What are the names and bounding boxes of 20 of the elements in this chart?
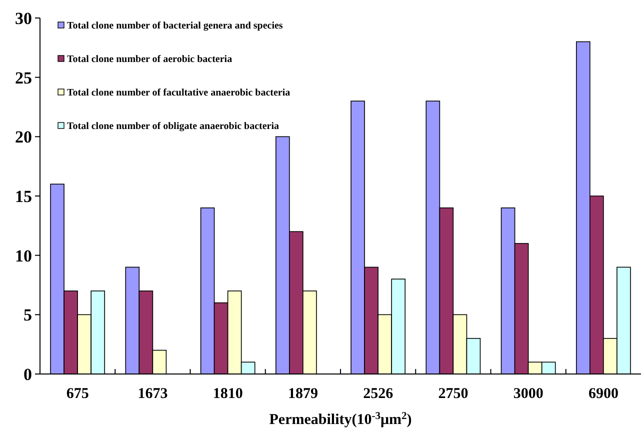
- x-tick-label: 1673: [138, 386, 168, 402]
- x-axis-title: Permeability(10$^{-3}$μm$^{2}$): [269, 410, 412, 428]
- x-tick-label: 1810: [212, 386, 243, 402]
- legend-label: Total clone number of bacterial genera and species: [67, 20, 283, 32]
- y-tick-label: 0: [24, 364, 32, 384]
- x-tick-label: 3000: [513, 386, 544, 402]
- y-tick-label: 10: [15, 246, 32, 266]
- x-tick-label: 1879: [288, 386, 318, 402]
- y-tick-label: 25: [15, 68, 32, 88]
- x-tick-label: 2526: [363, 386, 394, 402]
- y-tick-label: 15: [15, 186, 32, 206]
- y-tick-label: 5: [24, 306, 32, 325]
- y-tick-label: 20: [15, 128, 32, 147]
- x-tick-label: 675: [66, 386, 89, 402]
- x-tick-label: 2750: [438, 386, 468, 402]
- y-tick-label: 30: [15, 8, 32, 28]
- legend-label: Total clone number of aerobic bacteria: [67, 54, 232, 65]
- legend-label: Total clone number of facultative anaerobic bacteria: [67, 88, 290, 98]
- legend-label: Total clone number of obligate anaerobic bacteria: [67, 121, 280, 132]
- x-tick-label: 6900: [588, 386, 618, 402]
